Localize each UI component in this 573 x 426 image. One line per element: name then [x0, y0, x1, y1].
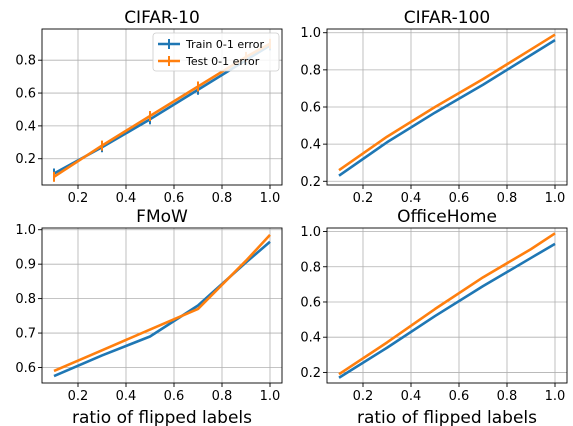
plot-frame — [326, 227, 568, 384]
x-tick-label: 0.4 — [401, 191, 422, 206]
series-line-train — [338, 242, 556, 379]
subplot-title: FMoW — [136, 207, 188, 227]
y-tick-label: 0.8 — [300, 260, 321, 275]
y-tick-label: 0.6 — [15, 87, 36, 102]
x-axis-label: ratio of flipped labels — [72, 408, 252, 426]
series-line-train — [338, 39, 556, 177]
x-tick-label: 0.6 — [164, 191, 185, 206]
subplot-3: 0.2 0.4 0.6 0.8 1.0 0.6 0.7 0.8 0.9 1.0 FMoW ratio … — [15, 207, 283, 426]
legend: Train 0-1 error Test 0-1 error — [152, 32, 280, 72]
x-tick-label: 0.2 — [353, 389, 374, 404]
series-line-test — [338, 33, 556, 172]
y-tick-label: 0.9 — [15, 258, 36, 273]
x-tick-label: 0.8 — [497, 389, 518, 404]
legend-label: Train 0-1 error — [185, 38, 264, 51]
x-tick-label: 0.2 — [68, 191, 89, 206]
x-tick-label: 0.2 — [68, 389, 89, 404]
y-tick-label: 0.8 — [15, 292, 36, 307]
y-tick-label: 0.2 — [300, 175, 321, 190]
y-tick-label: 1.0 — [15, 223, 36, 238]
x-tick-label: 0.6 — [164, 389, 185, 404]
legend-box — [152, 32, 280, 72]
y-tick-label: 0.6 — [300, 295, 321, 310]
x-tick-label: 1.0 — [260, 389, 281, 404]
y-tick-label: 1.0 — [300, 26, 321, 41]
subplot-1: 0.2 0.4 0.6 0.8 1.0 0.2 0.4 0.6 0.8 CIFAR-10 Train… — [15, 8, 283, 206]
y-tick-label: 0.6 — [15, 361, 36, 376]
subplot-title: CIFAR-10 — [124, 8, 200, 28]
plot-frame — [41, 28, 283, 186]
subplot-4: 0.2 0.4 0.6 0.8 1.0 0.2 0.4 0.6 0.8 1.0 OfficeHome… — [300, 207, 568, 426]
y-tick-label: 0.8 — [15, 54, 36, 69]
series-line-test — [338, 232, 556, 376]
plot-frame — [41, 227, 283, 384]
legend-label: Test 0-1 error — [185, 55, 260, 68]
x-tick-label: 0.6 — [449, 191, 470, 206]
x-tick-label: 0.4 — [116, 389, 137, 404]
x-axis-label: ratio of flipped labels — [357, 408, 537, 426]
y-tick-label: 0.2 — [300, 366, 321, 381]
y-tick-label: 1.0 — [300, 225, 321, 240]
plot-frame — [326, 28, 568, 186]
x-tick-label: 1.0 — [545, 389, 566, 404]
x-tick-label: 1.0 — [545, 191, 566, 206]
x-tick-label: 0.8 — [497, 191, 518, 206]
x-tick-label: 0.4 — [116, 191, 137, 206]
x-tick-label: 0.2 — [353, 191, 374, 206]
x-tick-label: 0.4 — [401, 389, 422, 404]
y-tick-label: 0.7 — [15, 327, 36, 342]
y-tick-label: 0.4 — [15, 119, 36, 134]
subplot-title: CIFAR-100 — [404, 8, 490, 28]
y-tick-label: 0.4 — [300, 331, 321, 346]
series-line-test — [53, 234, 271, 373]
y-tick-label: 0.6 — [300, 101, 321, 116]
y-tick-label: 0.8 — [300, 63, 321, 78]
x-tick-label: 1.0 — [260, 191, 281, 206]
series-line-train — [53, 240, 271, 378]
subplot-2: 0.2 0.4 0.6 0.8 1.0 0.2 0.4 0.6 0.8 1.0 CIFAR-100 — [300, 8, 568, 206]
y-tick-label: 0.4 — [300, 138, 321, 153]
x-tick-label: 0.8 — [212, 389, 233, 404]
subplot-title: OfficeHome — [397, 207, 497, 227]
y-tick-label: 0.2 — [15, 152, 36, 167]
x-tick-label: 0.8 — [212, 191, 233, 206]
x-tick-label: 0.6 — [449, 389, 470, 404]
